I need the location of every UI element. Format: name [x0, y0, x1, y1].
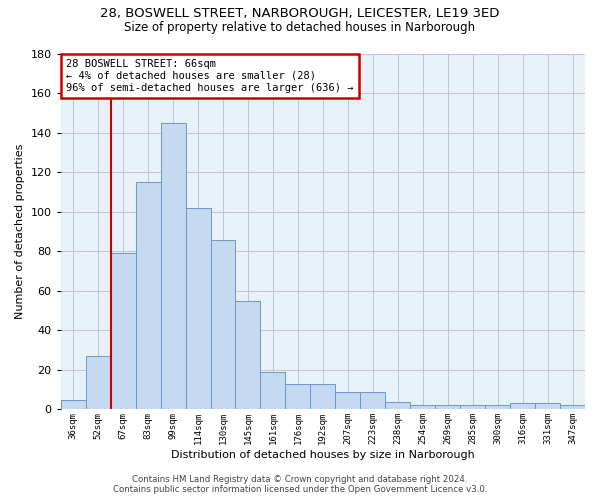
Y-axis label: Number of detached properties: Number of detached properties [15, 144, 25, 320]
Bar [235, 301, 260, 410]
Bar [535, 404, 560, 409]
Bar [335, 392, 361, 409]
Bar [86, 356, 110, 410]
Bar [460, 406, 485, 409]
Bar [310, 384, 335, 409]
Bar [510, 404, 535, 409]
Text: 28, BOSWELL STREET, NARBOROUGH, LEICESTER, LE19 3ED: 28, BOSWELL STREET, NARBOROUGH, LEICESTE… [100, 8, 500, 20]
Bar [560, 406, 585, 409]
Bar [161, 123, 185, 410]
Bar [385, 402, 410, 409]
Text: Size of property relative to detached houses in Narborough: Size of property relative to detached ho… [124, 21, 476, 34]
Bar [185, 208, 211, 410]
Bar [61, 400, 86, 409]
Bar [361, 392, 385, 409]
X-axis label: Distribution of detached houses by size in Narborough: Distribution of detached houses by size … [171, 450, 475, 460]
Bar [110, 254, 136, 410]
Bar [136, 182, 161, 410]
Bar [260, 372, 286, 410]
Bar [435, 406, 460, 409]
Bar [485, 406, 510, 409]
Bar [286, 384, 310, 409]
Text: Contains HM Land Registry data © Crown copyright and database right 2024.
Contai: Contains HM Land Registry data © Crown c… [113, 474, 487, 494]
Text: 28 BOSWELL STREET: 66sqm
← 4% of detached houses are smaller (28)
96% of semi-de: 28 BOSWELL STREET: 66sqm ← 4% of detache… [66, 60, 353, 92]
Bar [410, 406, 435, 409]
Bar [211, 240, 235, 410]
